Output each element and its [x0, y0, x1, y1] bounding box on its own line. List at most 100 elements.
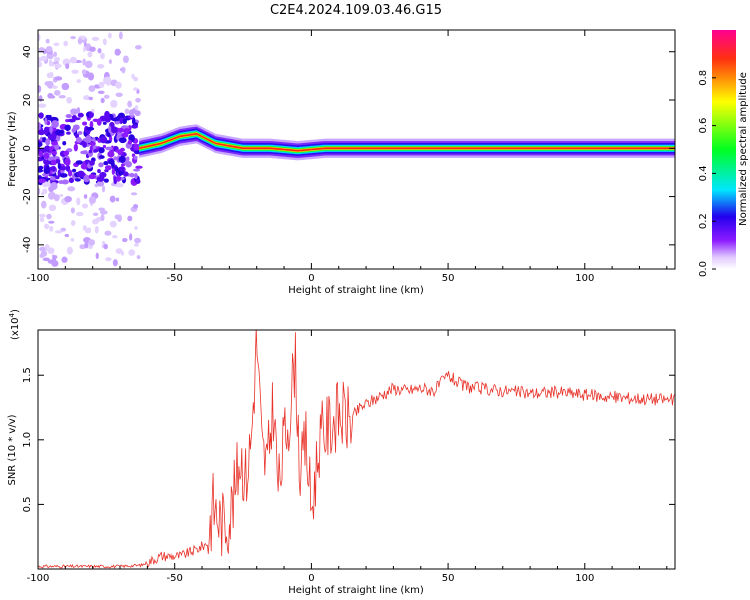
spectrogram-noise-blob: [50, 141, 59, 146]
spectrogram-noise-blob: [136, 255, 141, 260]
spectrogram-noise-blob: [111, 126, 118, 134]
spectrogram-noise-blob: [101, 185, 106, 193]
spectrogram-noise-blob: [68, 169, 73, 177]
snr-y-ticks: 0.5 1.0 1.5: [22, 367, 675, 512]
spectrogram-noise-blob: [120, 163, 125, 167]
spectrogram-noise-blob: [61, 82, 70, 91]
spectrogram-noise-blob: [108, 32, 112, 39]
spectrogram-noise-blob: [93, 149, 99, 153]
spectrogram-noise-blob: [133, 76, 138, 82]
colorbar-tick-label: 0.2: [698, 213, 709, 229]
spectrogram-noise-blob: [38, 103, 47, 108]
spectrogram-noise-blob: [38, 95, 43, 102]
spectrogram-noise-blob: [114, 166, 119, 172]
spectrogram-noise-blob: [117, 214, 122, 222]
snr-x-tick-label: 100: [575, 573, 594, 584]
spectrogram-noise-blob: [49, 225, 54, 232]
spectrogram-noise-blob: [70, 237, 75, 242]
spectrogram-noise-blob: [104, 116, 111, 123]
spectrogram-noise-blob: [105, 257, 112, 262]
spectrogram-noise-blob: [65, 114, 72, 119]
spectrogram-noise-blob: [65, 63, 70, 70]
spectrogram-noise-blob: [48, 220, 55, 224]
spectrogram-noise-blob: [100, 52, 105, 60]
spectrogram-noise-blob: [89, 141, 96, 146]
spectrogram-noise-blob: [52, 85, 58, 89]
spectrogram-noise-blob: [110, 99, 118, 108]
spectrogram-noise-blob: [102, 38, 107, 46]
spectrogram-noise-blob: [97, 90, 105, 95]
spectrogram-noise-blob: [103, 161, 109, 166]
spectrogram-noise-blob: [96, 118, 102, 126]
spectrogram-noise-blob: [88, 46, 96, 52]
spectrogram-noise-blob: [133, 143, 141, 151]
spectrogram-noise-blob: [131, 117, 136, 125]
spectrogram-y-tick-label: 0: [22, 145, 33, 151]
snr-frame: [37, 329, 676, 570]
spectrogram-noise-blob: [53, 57, 61, 62]
spectrogram-noise-blob: [117, 127, 124, 133]
spectrogram-noise-blob: [88, 85, 96, 92]
spectrogram-noise-blob: [133, 168, 141, 172]
spectrogram-noise-blob: [119, 166, 125, 172]
spectrogram-noise-blob: [64, 158, 71, 166]
colorbar-label: Normalized spectral amplitude: [738, 72, 749, 226]
spectrogram-noise-blob: [98, 155, 105, 159]
spectrogram-noise-blob: [131, 153, 136, 158]
snr-exponent-base: (x10: [10, 317, 21, 340]
spectrogram-noise-blob: [53, 42, 60, 47]
spectrogram-noise-blob: [119, 117, 124, 124]
spectrogram-y-tick-label: 40: [22, 45, 33, 58]
spectrogram-noise-blob: [38, 47, 45, 53]
snr-series-line: [38, 330, 675, 569]
spectrogram-noise-blob: [51, 165, 56, 172]
spectrogram-noise-blob: [79, 244, 86, 250]
spectrogram-noise-blob: [54, 63, 62, 69]
spectrogram-noise-blob: [77, 112, 84, 118]
spectrogram-noise-blob: [63, 150, 70, 156]
spectrogram-noise-blob: [51, 256, 57, 265]
spectrogram-noise-blob: [123, 128, 130, 135]
spectrogram-noise-blob: [99, 210, 108, 215]
spectrogram-noise-blob: [127, 215, 133, 222]
spectrogram-noise-blob: [128, 249, 136, 256]
spectrogram-noise-blob: [135, 179, 141, 184]
spectrogram-noise-blob: [61, 179, 69, 185]
spectrogram-noise-blob: [55, 129, 64, 136]
spectrogram-noise-blob: [96, 176, 105, 182]
spectrogram-noise-blob: [114, 120, 120, 125]
spectrogram-noise-blob: [66, 96, 73, 104]
spectrogram-noise-blob: [122, 118, 127, 124]
spectrogram-noise-blob: [43, 152, 50, 159]
spectrogram-noise-blob: [59, 165, 67, 171]
spectrogram-x-tick-label: 100: [575, 273, 594, 284]
snr-exponent-power: 4: [8, 312, 16, 317]
spectrogram-noise-blob: [77, 170, 85, 178]
spectrogram-frame: [37, 29, 676, 270]
spectrogram-noise-blob: [74, 178, 81, 182]
spectrogram-noise-blob: [59, 194, 64, 198]
spectrogram-noise-blob: [89, 160, 95, 166]
spectrogram-noise-blob: [115, 175, 122, 182]
spectrogram-noise-blob: [88, 111, 94, 119]
spectrogram-noise-blob: [61, 256, 68, 263]
spectrogram-y-ticks: -40 -20 0 20 40: [22, 45, 675, 253]
spectrogram-noise-blob: [51, 120, 59, 129]
spectrogram-noise-blob: [70, 108, 78, 115]
spectrogram-noise-blob: [44, 117, 48, 125]
spectrogram-noise-blob: [97, 48, 102, 54]
spectrogram-noise-blob: [76, 107, 81, 114]
spectrogram-noise-blob: [117, 112, 125, 119]
spectrogram-noise-blob: [62, 141, 67, 146]
spectrogram-noise-blob: [102, 121, 107, 125]
spectrogram-noise-blob: [82, 160, 86, 167]
spectrogram-noise-blob: [100, 214, 105, 222]
spectrogram-panel: -100 -50 0 50 100 -40 -20 0 20 40 Height of stra…: [7, 29, 676, 296]
snr-exponent-label: (x104): [8, 309, 21, 340]
spectrogram-noise-blob: [76, 79, 82, 84]
spectrogram-noise-blob: [83, 194, 88, 199]
spectrogram-noise-blob: [64, 233, 70, 238]
spectrogram-noise-blob: [49, 95, 56, 99]
spectrogram-noise-blob: [95, 252, 99, 260]
